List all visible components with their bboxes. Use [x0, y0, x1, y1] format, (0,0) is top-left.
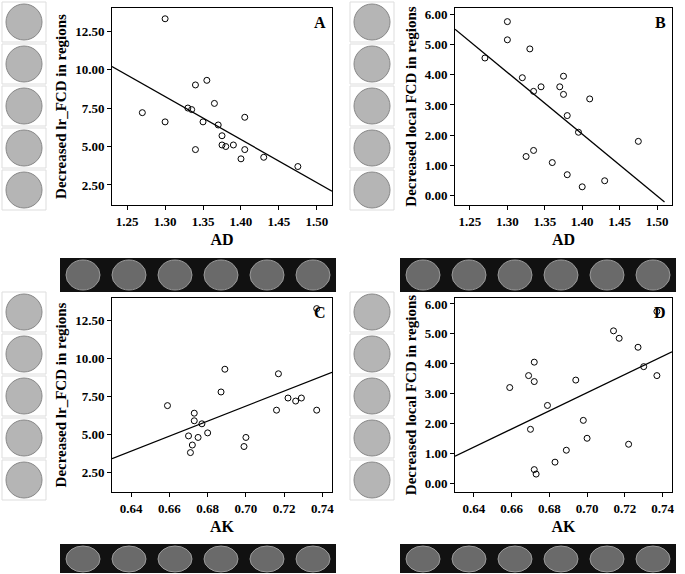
svg-text:4.00: 4.00 — [425, 67, 448, 82]
svg-text:1.50: 1.50 — [305, 214, 328, 229]
svg-text:0.66: 0.66 — [158, 501, 181, 516]
svg-text:0.68: 0.68 — [196, 501, 219, 516]
svg-text:7.50: 7.50 — [82, 389, 105, 404]
svg-text:0.64: 0.64 — [120, 501, 143, 516]
svg-text:AD: AD — [210, 231, 233, 248]
svg-text:1.35: 1.35 — [192, 214, 215, 229]
svg-text:B: B — [655, 14, 666, 31]
svg-text:1.35: 1.35 — [533, 214, 556, 229]
svg-text:1.30: 1.30 — [496, 214, 519, 229]
svg-text:10.00: 10.00 — [75, 351, 104, 366]
svg-text:Decreased lr_FCD in regions: Decreased lr_FCD in regions — [53, 302, 69, 487]
svg-text:Decreased lr_FCD in regions: Decreased lr_FCD in regions — [53, 14, 69, 199]
svg-text:2.50: 2.50 — [82, 178, 105, 193]
svg-text:A: A — [314, 14, 326, 31]
svg-text:0.00: 0.00 — [425, 188, 448, 203]
svg-text:1.45: 1.45 — [268, 214, 291, 229]
svg-text:6.00: 6.00 — [425, 7, 448, 22]
svg-text:3.00: 3.00 — [425, 386, 448, 401]
svg-text:0.68: 0.68 — [538, 501, 561, 516]
svg-text:2.50: 2.50 — [82, 465, 105, 480]
svg-text:0.70: 0.70 — [235, 501, 258, 516]
svg-text:2.00: 2.00 — [425, 128, 448, 143]
svg-text:0.66: 0.66 — [500, 501, 523, 516]
svg-text:0.72: 0.72 — [613, 501, 636, 516]
svg-text:1.25: 1.25 — [116, 214, 139, 229]
svg-text:AD: AD — [552, 231, 575, 248]
svg-text:AK: AK — [552, 518, 577, 535]
svg-text:1.30: 1.30 — [154, 214, 177, 229]
svg-text:12.50: 12.50 — [75, 24, 104, 39]
svg-text:0.64: 0.64 — [462, 501, 485, 516]
svg-text:0.74: 0.74 — [311, 501, 334, 516]
svg-text:5.00: 5.00 — [82, 139, 105, 154]
svg-text:7.50: 7.50 — [82, 101, 105, 116]
svg-text:1.40: 1.40 — [571, 214, 594, 229]
svg-text:C: C — [314, 304, 326, 321]
svg-text:1.00: 1.00 — [425, 446, 448, 461]
svg-text:5.00: 5.00 — [82, 427, 105, 442]
svg-text:0.70: 0.70 — [576, 501, 599, 516]
svg-text:0.00: 0.00 — [425, 476, 448, 491]
svg-text:6.00: 6.00 — [425, 297, 448, 312]
svg-text:3.00: 3.00 — [425, 98, 448, 113]
svg-text:5.00: 5.00 — [425, 37, 448, 52]
svg-text:Decreased local FCD in regions: Decreased local FCD in regions — [403, 6, 419, 206]
svg-text:2.00: 2.00 — [425, 416, 448, 431]
svg-text:D: D — [654, 304, 666, 321]
svg-text:Decreased local FCD in regions: Decreased local FCD in regions — [403, 295, 419, 495]
svg-text:10.00: 10.00 — [75, 62, 104, 77]
svg-text:1.40: 1.40 — [230, 214, 253, 229]
svg-text:1.00: 1.00 — [425, 158, 448, 173]
svg-text:0.72: 0.72 — [273, 501, 296, 516]
svg-text:12.50: 12.50 — [75, 313, 104, 328]
svg-text:5.00: 5.00 — [425, 326, 448, 341]
svg-text:1.25: 1.25 — [459, 214, 482, 229]
svg-text:4.00: 4.00 — [425, 356, 448, 371]
svg-text:1.45: 1.45 — [608, 214, 631, 229]
svg-text:1.50: 1.50 — [646, 214, 669, 229]
svg-text:AK: AK — [210, 518, 235, 535]
svg-text:0.74: 0.74 — [651, 501, 674, 516]
